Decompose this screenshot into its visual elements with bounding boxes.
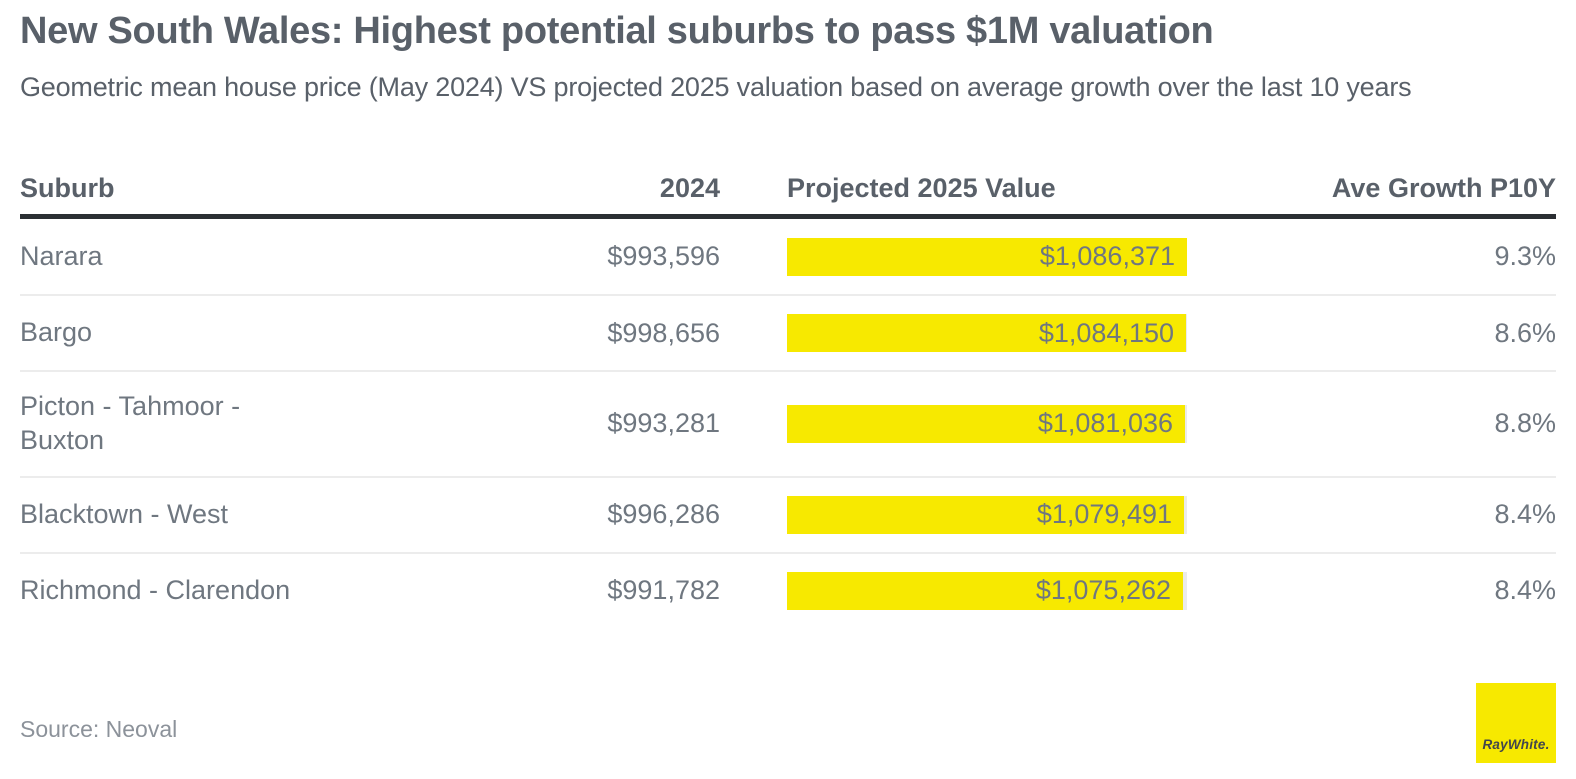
source-note: Source: Neoval: [20, 716, 178, 742]
ave-growth-value: 8.4%: [1494, 575, 1556, 605]
bar-track: $1,081,036: [787, 404, 1187, 443]
ave-growth-value: 8.4%: [1494, 499, 1556, 529]
suburb-name: Richmond - Clarendon: [20, 574, 291, 605]
projected-value-label: $1,086,371: [1039, 241, 1175, 271]
ave-growth-value: 8.6%: [1494, 317, 1556, 348]
column-header-projected-2025: Projected 2025 Value: [787, 173, 1056, 203]
price-2024: $996,286: [607, 499, 720, 529]
page-title: New South Wales: Highest potential subur…: [20, 10, 1214, 52]
projected-value-label: $1,084,150: [1038, 317, 1174, 348]
projected-value-label: $1,079,491: [1036, 499, 1172, 529]
table-row: Richmond - Clarendon $991,782 $1,075,262 8.…: [20, 551, 1556, 628]
suburb-name: Blacktown - West: [20, 498, 229, 529]
projected-value-label: $1,081,036: [1037, 408, 1173, 439]
table-body: Narara $993,596 $1,086,371 9.3% Bargo $998,65…: [20, 219, 1556, 628]
column-header-2024: 2024: [659, 173, 720, 203]
price-2024: $991,782: [607, 575, 720, 605]
table-header-row: Suburb 2024 Projected 2025 Value Ave Gro…: [20, 163, 1556, 219]
ave-growth-value: 8.8%: [1494, 408, 1556, 439]
price-2024: $993,596: [607, 241, 720, 271]
ray-white-logo-text: RayWhite.: [1482, 737, 1550, 752]
ave-growth-value: 9.3%: [1494, 241, 1556, 271]
projected-value-bar: $1,086,371: [787, 237, 1187, 276]
projected-bar-cell: $1,084,150: [720, 314, 1187, 352]
table-row: Narara $993,596 $1,086,371 9.3%: [20, 219, 1556, 294]
bar-track: $1,086,371: [787, 237, 1187, 276]
bar-track: $1,079,491: [787, 495, 1187, 534]
bar-track: $1,084,150: [787, 314, 1187, 352]
ray-white-logo: RayWhite.: [1476, 683, 1556, 763]
column-header-suburb: Suburb: [20, 173, 115, 203]
table-row: Bargo $998,656 $1,084,150 8.6%: [20, 294, 1556, 370]
suburb-name: Narara: [20, 240, 103, 271]
projected-value-bar: $1,075,262: [787, 571, 1183, 610]
projected-value-bar: $1,081,036: [787, 404, 1185, 443]
projected-bar-cell: $1,081,036: [720, 404, 1187, 443]
projected-bar-cell: $1,079,491: [720, 495, 1187, 534]
price-2024: $998,656: [607, 317, 720, 348]
projected-bar-cell: $1,075,262: [720, 571, 1187, 610]
projected-value-bar: $1,079,491: [787, 495, 1184, 534]
table-row: Picton - Tahmoor - Buxton $993,281 $1,081,…: [20, 370, 1556, 476]
suburbs-table: Suburb 2024 Projected 2025 Value Ave Gro…: [20, 163, 1556, 628]
bar-track: $1,075,262: [787, 571, 1187, 610]
projected-value-bar: $1,084,150: [787, 314, 1186, 352]
suburb-name: Picton - Tahmoor - Buxton: [20, 391, 241, 455]
column-header-ave-growth: Ave Growth P10Y: [1331, 173, 1556, 203]
projected-value-label: $1,075,262: [1035, 575, 1171, 605]
page-subtitle: Geometric mean house price (May 2024) VS…: [20, 72, 1412, 102]
projected-bar-cell: $1,086,371: [720, 237, 1187, 276]
price-2024: $993,281: [607, 408, 720, 439]
table-row: Blacktown - West $996,286 $1,079,491 8.4%: [20, 475, 1556, 552]
suburb-name: Bargo: [20, 317, 93, 348]
